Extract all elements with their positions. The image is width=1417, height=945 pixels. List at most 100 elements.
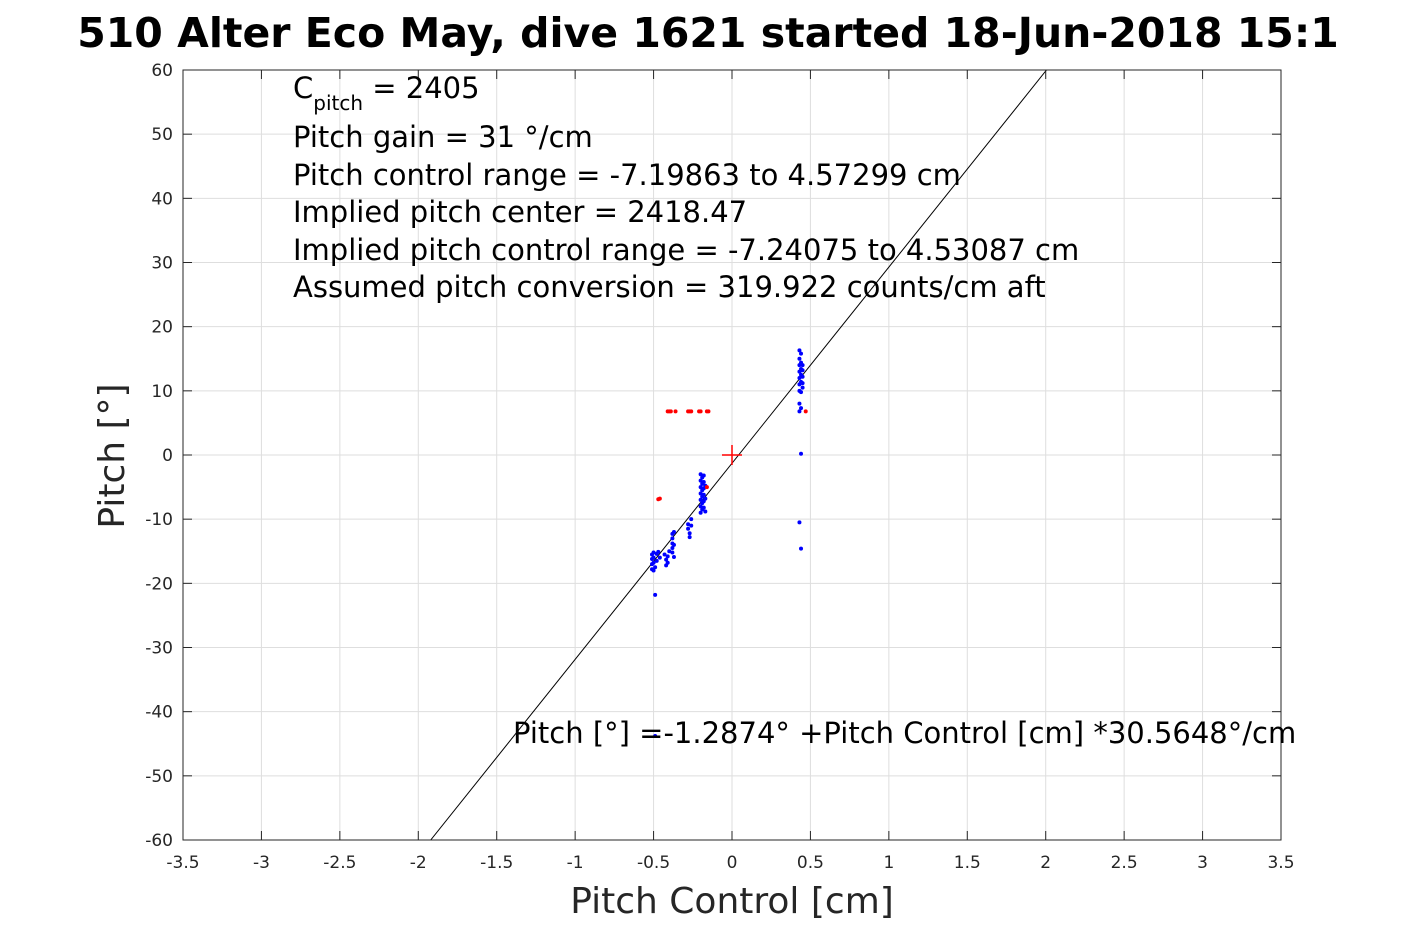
data-point xyxy=(698,510,703,515)
y-tick-label: 30 xyxy=(151,254,173,274)
data-point xyxy=(653,565,658,570)
data-point xyxy=(651,550,656,555)
data-point xyxy=(653,592,658,597)
annotation-conversion: Assumed pitch conversion = 319.922 count… xyxy=(293,270,1046,304)
y-tick-label: 40 xyxy=(151,189,173,209)
data-point xyxy=(670,536,675,541)
data-point xyxy=(656,549,661,554)
data-point xyxy=(670,550,675,555)
data-point xyxy=(701,479,706,484)
center-marker-layer xyxy=(722,445,742,465)
data-point xyxy=(698,491,703,496)
data-point xyxy=(797,401,802,406)
fit-equation: Pitch [°] =-1.2874° +Pitch Control [cm] … xyxy=(513,716,1296,750)
x-tick-label: 1.5 xyxy=(954,853,981,873)
x-tick-label: -3.5 xyxy=(166,853,199,873)
y-tick-label: 20 xyxy=(151,318,173,338)
data-point xyxy=(698,504,703,509)
x-tick-label: -3 xyxy=(253,853,270,873)
y-tick-label: 50 xyxy=(151,125,173,145)
data-point xyxy=(657,496,662,501)
annotation-control-range: Pitch control range = -7.19863 to 4.5729… xyxy=(293,158,961,192)
x-tick-label: -2.5 xyxy=(323,853,356,873)
data-point xyxy=(799,406,804,411)
y-tick-label: -10 xyxy=(145,510,173,530)
y-axis-label: Pitch [°] xyxy=(92,383,133,528)
axis-ticks: -3.5 -3 -2.5 -2 -1.5 -1 -0.5 0 0.5 1 1.5 2 2.5 3 3.5 60… xyxy=(145,61,1294,873)
x-tick-label: 0 xyxy=(727,853,738,873)
annotation-implied-range: Implied pitch control range = -7.24075 t… xyxy=(293,233,1079,267)
annotation-cpitch-sub: pitch xyxy=(313,91,363,115)
data-point xyxy=(686,526,691,531)
data-point xyxy=(698,478,703,483)
data-point xyxy=(671,530,676,534)
annotation-implied-center: Implied pitch center = 2418.47 xyxy=(293,195,747,229)
annotation-pitch-gain: Pitch gain = 31 °/cm xyxy=(293,120,593,154)
data-point xyxy=(689,523,694,528)
data-point xyxy=(799,351,804,356)
x-tick-label: 3.5 xyxy=(1267,853,1294,873)
data-point xyxy=(662,552,667,557)
data-point xyxy=(698,485,703,490)
x-tick-label: 2 xyxy=(1040,853,1051,873)
data-point xyxy=(689,409,694,414)
data-point xyxy=(664,557,669,562)
data-point xyxy=(704,485,709,490)
data-point xyxy=(686,522,691,527)
chart-title: 510 Alter Eco May, dive 1621 started 18-… xyxy=(77,9,1339,57)
data-point xyxy=(800,385,805,390)
annotation-cpitch-main: C xyxy=(293,71,313,105)
data-point xyxy=(671,555,676,560)
y-tick-label: 60 xyxy=(151,61,173,81)
data-point xyxy=(665,554,670,559)
x-tick-label: -0.5 xyxy=(637,853,670,873)
x-tick-label: -1.5 xyxy=(480,853,513,873)
data-points xyxy=(650,348,808,739)
data-point xyxy=(651,568,656,573)
data-point xyxy=(671,542,676,547)
y-tick-label: -30 xyxy=(145,639,173,659)
x-tick-label: 0.5 xyxy=(797,853,824,873)
data-point xyxy=(701,473,706,478)
data-point xyxy=(668,409,673,414)
data-point xyxy=(651,560,656,565)
data-point xyxy=(689,517,694,522)
data-point xyxy=(800,381,805,386)
data-point xyxy=(665,560,670,565)
data-point xyxy=(698,472,703,477)
data-point xyxy=(701,505,706,510)
data-point xyxy=(687,531,692,536)
y-tick-label: 0 xyxy=(162,446,173,466)
x-tick-label: 1 xyxy=(883,853,894,873)
data-point xyxy=(706,409,711,414)
data-point xyxy=(803,409,808,414)
data-point xyxy=(799,390,804,395)
info-annotations: Cpitch = 2405 Pitch gain = 31 °/cm Pitch… xyxy=(293,71,1079,304)
data-point xyxy=(673,409,678,414)
data-point xyxy=(687,535,692,540)
data-point xyxy=(698,497,703,502)
data-point xyxy=(651,555,656,560)
data-point xyxy=(800,363,805,368)
data-point xyxy=(654,558,659,563)
data-point xyxy=(797,348,802,353)
x-tick-label: -1 xyxy=(567,853,584,873)
data-point xyxy=(800,374,805,379)
annotation-cpitch-value: = 2405 xyxy=(363,71,480,105)
data-point xyxy=(698,409,703,414)
y-tick-label: -40 xyxy=(145,703,173,723)
data-point xyxy=(800,368,805,373)
data-point xyxy=(701,492,706,497)
data-point xyxy=(657,555,662,560)
data-point xyxy=(667,549,672,554)
data-point xyxy=(670,546,675,551)
data-point xyxy=(799,546,804,551)
data-point xyxy=(797,356,802,361)
x-axis-label: Pitch Control [cm] xyxy=(570,881,894,922)
y-tick-label: -60 xyxy=(145,831,173,851)
data-point xyxy=(703,496,708,501)
y-tick-label: 10 xyxy=(151,382,173,402)
x-tick-label: 2.5 xyxy=(1111,853,1138,873)
y-tick-label: -50 xyxy=(145,767,173,787)
